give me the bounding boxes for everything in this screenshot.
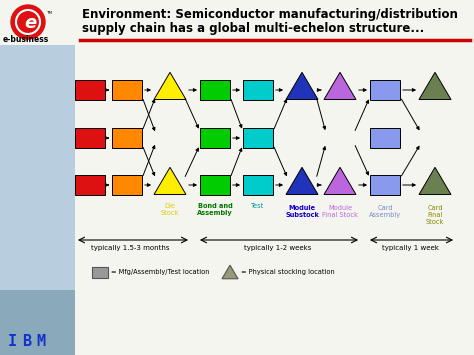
Bar xyxy=(75,175,105,195)
Bar xyxy=(92,267,108,278)
Text: Die
Stock: Die Stock xyxy=(161,203,179,216)
Bar xyxy=(200,80,230,100)
Bar xyxy=(112,128,142,148)
Bar xyxy=(370,128,400,148)
Text: = Physical stocking location: = Physical stocking location xyxy=(241,269,335,275)
Bar xyxy=(75,80,105,100)
Text: Bond and
Assembly: Bond and Assembly xyxy=(197,203,233,216)
FancyBboxPatch shape xyxy=(0,290,75,355)
Polygon shape xyxy=(419,72,451,99)
Text: Environment: Semiconductor manufacturing/distribution: Environment: Semiconductor manufacturing… xyxy=(82,8,458,21)
Polygon shape xyxy=(324,167,356,195)
Text: e-business: e-business xyxy=(3,35,49,44)
Bar xyxy=(75,128,105,148)
Text: = Mfg/Assembly/Test location: = Mfg/Assembly/Test location xyxy=(111,269,210,275)
Polygon shape xyxy=(324,72,356,99)
Polygon shape xyxy=(419,167,451,195)
Text: e: e xyxy=(24,14,36,32)
Bar xyxy=(200,128,230,148)
Text: TM: TM xyxy=(46,11,52,15)
Text: typically 1-2 weeks: typically 1-2 weeks xyxy=(244,245,312,251)
Polygon shape xyxy=(154,72,186,99)
Bar xyxy=(112,80,142,100)
Text: typically 1.5-3 months: typically 1.5-3 months xyxy=(91,245,170,251)
Circle shape xyxy=(11,5,45,39)
Text: Card
Final
Stock: Card Final Stock xyxy=(426,205,444,225)
Bar xyxy=(243,80,273,100)
Bar xyxy=(200,175,230,195)
Bar xyxy=(370,80,400,100)
Polygon shape xyxy=(154,167,186,195)
Polygon shape xyxy=(222,265,238,279)
Bar xyxy=(243,175,273,195)
Text: Wafer
Test: Wafer Test xyxy=(116,136,138,149)
Text: Test: Test xyxy=(251,203,264,209)
Text: I: I xyxy=(8,334,17,349)
Bar xyxy=(243,128,273,148)
Bar xyxy=(370,175,400,195)
Text: B: B xyxy=(22,334,31,349)
Polygon shape xyxy=(286,72,318,99)
FancyBboxPatch shape xyxy=(0,45,75,310)
Text: M: M xyxy=(36,334,45,349)
Polygon shape xyxy=(286,167,318,195)
Bar xyxy=(112,175,142,195)
Text: Module
Substock: Module Substock xyxy=(285,205,319,218)
Text: supply chain has a global multi-echelon structure...: supply chain has a global multi-echelon … xyxy=(82,22,424,35)
Text: Module
Final Stock: Module Final Stock xyxy=(322,205,358,218)
Text: Card
Assembly: Card Assembly xyxy=(369,205,401,218)
Text: typically 1 week: typically 1 week xyxy=(382,245,439,251)
